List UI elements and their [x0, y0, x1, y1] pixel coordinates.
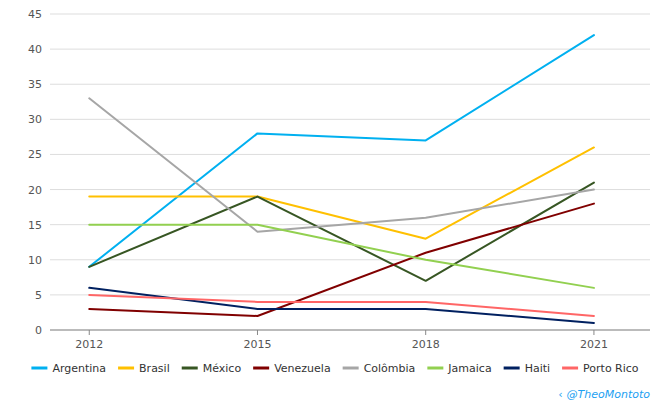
- series-line: [89, 183, 594, 281]
- grid-line: [50, 330, 650, 331]
- series-lines: [89, 35, 594, 323]
- legend-label: Haiti: [525, 362, 550, 375]
- series-line: [89, 225, 594, 288]
- series-line: [89, 35, 594, 267]
- legend-swatch: [253, 367, 269, 370]
- x-tick: [89, 330, 90, 335]
- y-tick-label: 25: [28, 148, 42, 161]
- grid-line: [50, 84, 650, 85]
- legend-label: Venezuela: [274, 362, 331, 375]
- x-tick: [425, 330, 426, 335]
- grid-line: [50, 189, 650, 190]
- legend-label: Jamaica: [447, 362, 491, 375]
- legend-label: México: [203, 362, 242, 375]
- x-tick: [257, 330, 258, 335]
- y-tick-label: 40: [28, 43, 42, 56]
- series-line: [89, 288, 594, 323]
- legend-label: Argentina: [52, 362, 106, 375]
- series-line: [89, 295, 594, 316]
- legend-swatch: [343, 367, 359, 370]
- legend-swatch: [31, 367, 47, 370]
- annotation: ‹: [558, 388, 562, 401]
- y-tick-label: 10: [28, 254, 42, 267]
- y-tick-label: 45: [28, 8, 42, 21]
- legend: Argentina Brasil México Venezuela Colômbia Ja…: [31, 362, 638, 375]
- legend-swatch: [427, 367, 443, 370]
- legend-label: Brasil: [139, 362, 170, 375]
- legend-swatch: [562, 367, 578, 370]
- y-tick-label: 20: [28, 184, 42, 197]
- grid-line: [50, 154, 650, 155]
- x-tick-label: 2012: [75, 338, 103, 351]
- chart: 0 5 10 15 20 25 30 35 40 45 2012 2015 2018 2021 Argent…: [0, 0, 670, 408]
- series-line: [89, 98, 594, 231]
- x-axis-line: [50, 330, 650, 331]
- x-tick-label: 2015: [243, 338, 271, 351]
- grid-line: [50, 119, 650, 120]
- legend-swatch: [504, 367, 520, 370]
- y-tick-label: 15: [28, 219, 42, 232]
- grid-line: [50, 14, 650, 15]
- series-line: [89, 204, 594, 316]
- legend-swatch: [118, 367, 134, 370]
- y-tick-label: 0: [35, 324, 42, 337]
- legend-label: Porto Rico: [583, 362, 639, 375]
- grid: [50, 14, 650, 330]
- legend-label: Colômbia: [364, 362, 416, 375]
- y-tick-label: 30: [28, 113, 42, 126]
- y-tick-label: 35: [28, 78, 42, 91]
- grid-line: [50, 49, 650, 50]
- annotation: @TheoMontoto: [567, 388, 651, 401]
- x-tick-label: 2018: [412, 338, 440, 351]
- legend-swatch: [182, 367, 198, 370]
- y-tick-label: 5: [35, 289, 42, 302]
- grid-line: [50, 259, 650, 260]
- x-tick: [593, 330, 594, 335]
- x-tick-label: 2021: [580, 338, 608, 351]
